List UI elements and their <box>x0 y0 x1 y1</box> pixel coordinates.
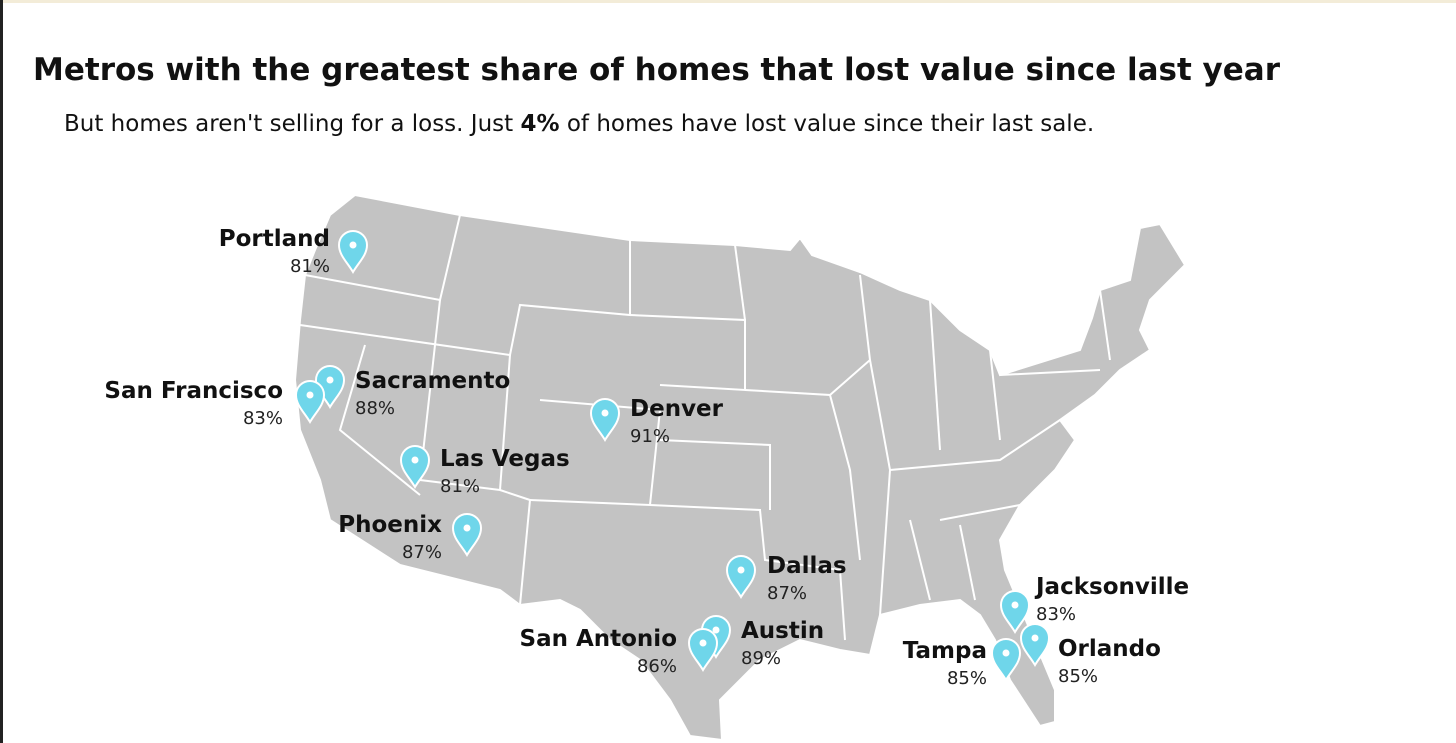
metro-name: Orlando <box>1058 636 1161 662</box>
pin <box>589 398 621 442</box>
pin-dot <box>349 241 357 249</box>
state-borders <box>299 214 1111 641</box>
pin-dot <box>601 409 609 417</box>
metro-name: Las Vegas <box>440 446 570 472</box>
metro-share: 89% <box>741 648 781 669</box>
pin <box>399 445 431 489</box>
pin <box>337 230 369 274</box>
subtitle: But homes aren't selling for a loss. Jus… <box>64 111 1094 137</box>
metro-share: 85% <box>947 668 987 689</box>
metro-share: 81% <box>440 476 480 497</box>
metro-share: 81% <box>290 256 330 277</box>
metro-name: Portland <box>219 226 330 252</box>
metro-share: 83% <box>1036 604 1076 625</box>
metro-share: 91% <box>630 426 670 447</box>
metro-name: Jacksonville <box>1034 574 1189 600</box>
left-edge <box>0 0 3 743</box>
pin-dot <box>1031 634 1039 642</box>
top-edge <box>0 0 1456 3</box>
pin-dot <box>712 626 720 634</box>
pin-dot <box>1002 649 1010 657</box>
subtitle-part: But homes aren't selling for a loss. Jus… <box>64 111 520 137</box>
pin <box>725 555 757 599</box>
pin <box>451 513 483 557</box>
pin <box>990 638 1022 682</box>
metro-share: 85% <box>1058 666 1098 687</box>
metro-name: San Antonio <box>520 626 678 652</box>
metro-name: Sacramento <box>355 368 510 394</box>
pin <box>687 628 719 672</box>
metro-name: Phoenix <box>338 512 442 538</box>
metro-name: Austin <box>741 618 824 644</box>
metro-name: San Francisco <box>104 378 283 404</box>
pin-dot <box>326 376 334 384</box>
pin <box>1019 623 1051 667</box>
pin <box>294 380 326 424</box>
pin-dot <box>737 566 745 574</box>
subtitle-emphasis: 4% <box>520 111 559 137</box>
pin-dot <box>699 639 707 647</box>
metro-name: Tampa <box>903 638 987 664</box>
us-map <box>293 193 1187 742</box>
subtitle-part: of homes have lost value since their las… <box>560 111 1095 137</box>
metro-name: Denver <box>630 396 724 422</box>
title: Metros with the greatest share of homes … <box>33 52 1281 88</box>
metro-share: 86% <box>637 656 677 677</box>
metro-share: 83% <box>243 408 283 429</box>
metro-share: 87% <box>402 542 442 563</box>
pin-dot <box>463 524 471 532</box>
pin-dot <box>411 456 419 464</box>
metro-share: 87% <box>767 583 807 604</box>
pin <box>999 590 1031 634</box>
metro-name: Dallas <box>767 553 847 579</box>
metro-share: 88% <box>355 398 395 419</box>
pin-dot <box>306 391 314 399</box>
metro-pins: Portland 81% Sacramento 88% San Francisco 83%… <box>104 226 1189 689</box>
pin-dot <box>1011 601 1019 609</box>
